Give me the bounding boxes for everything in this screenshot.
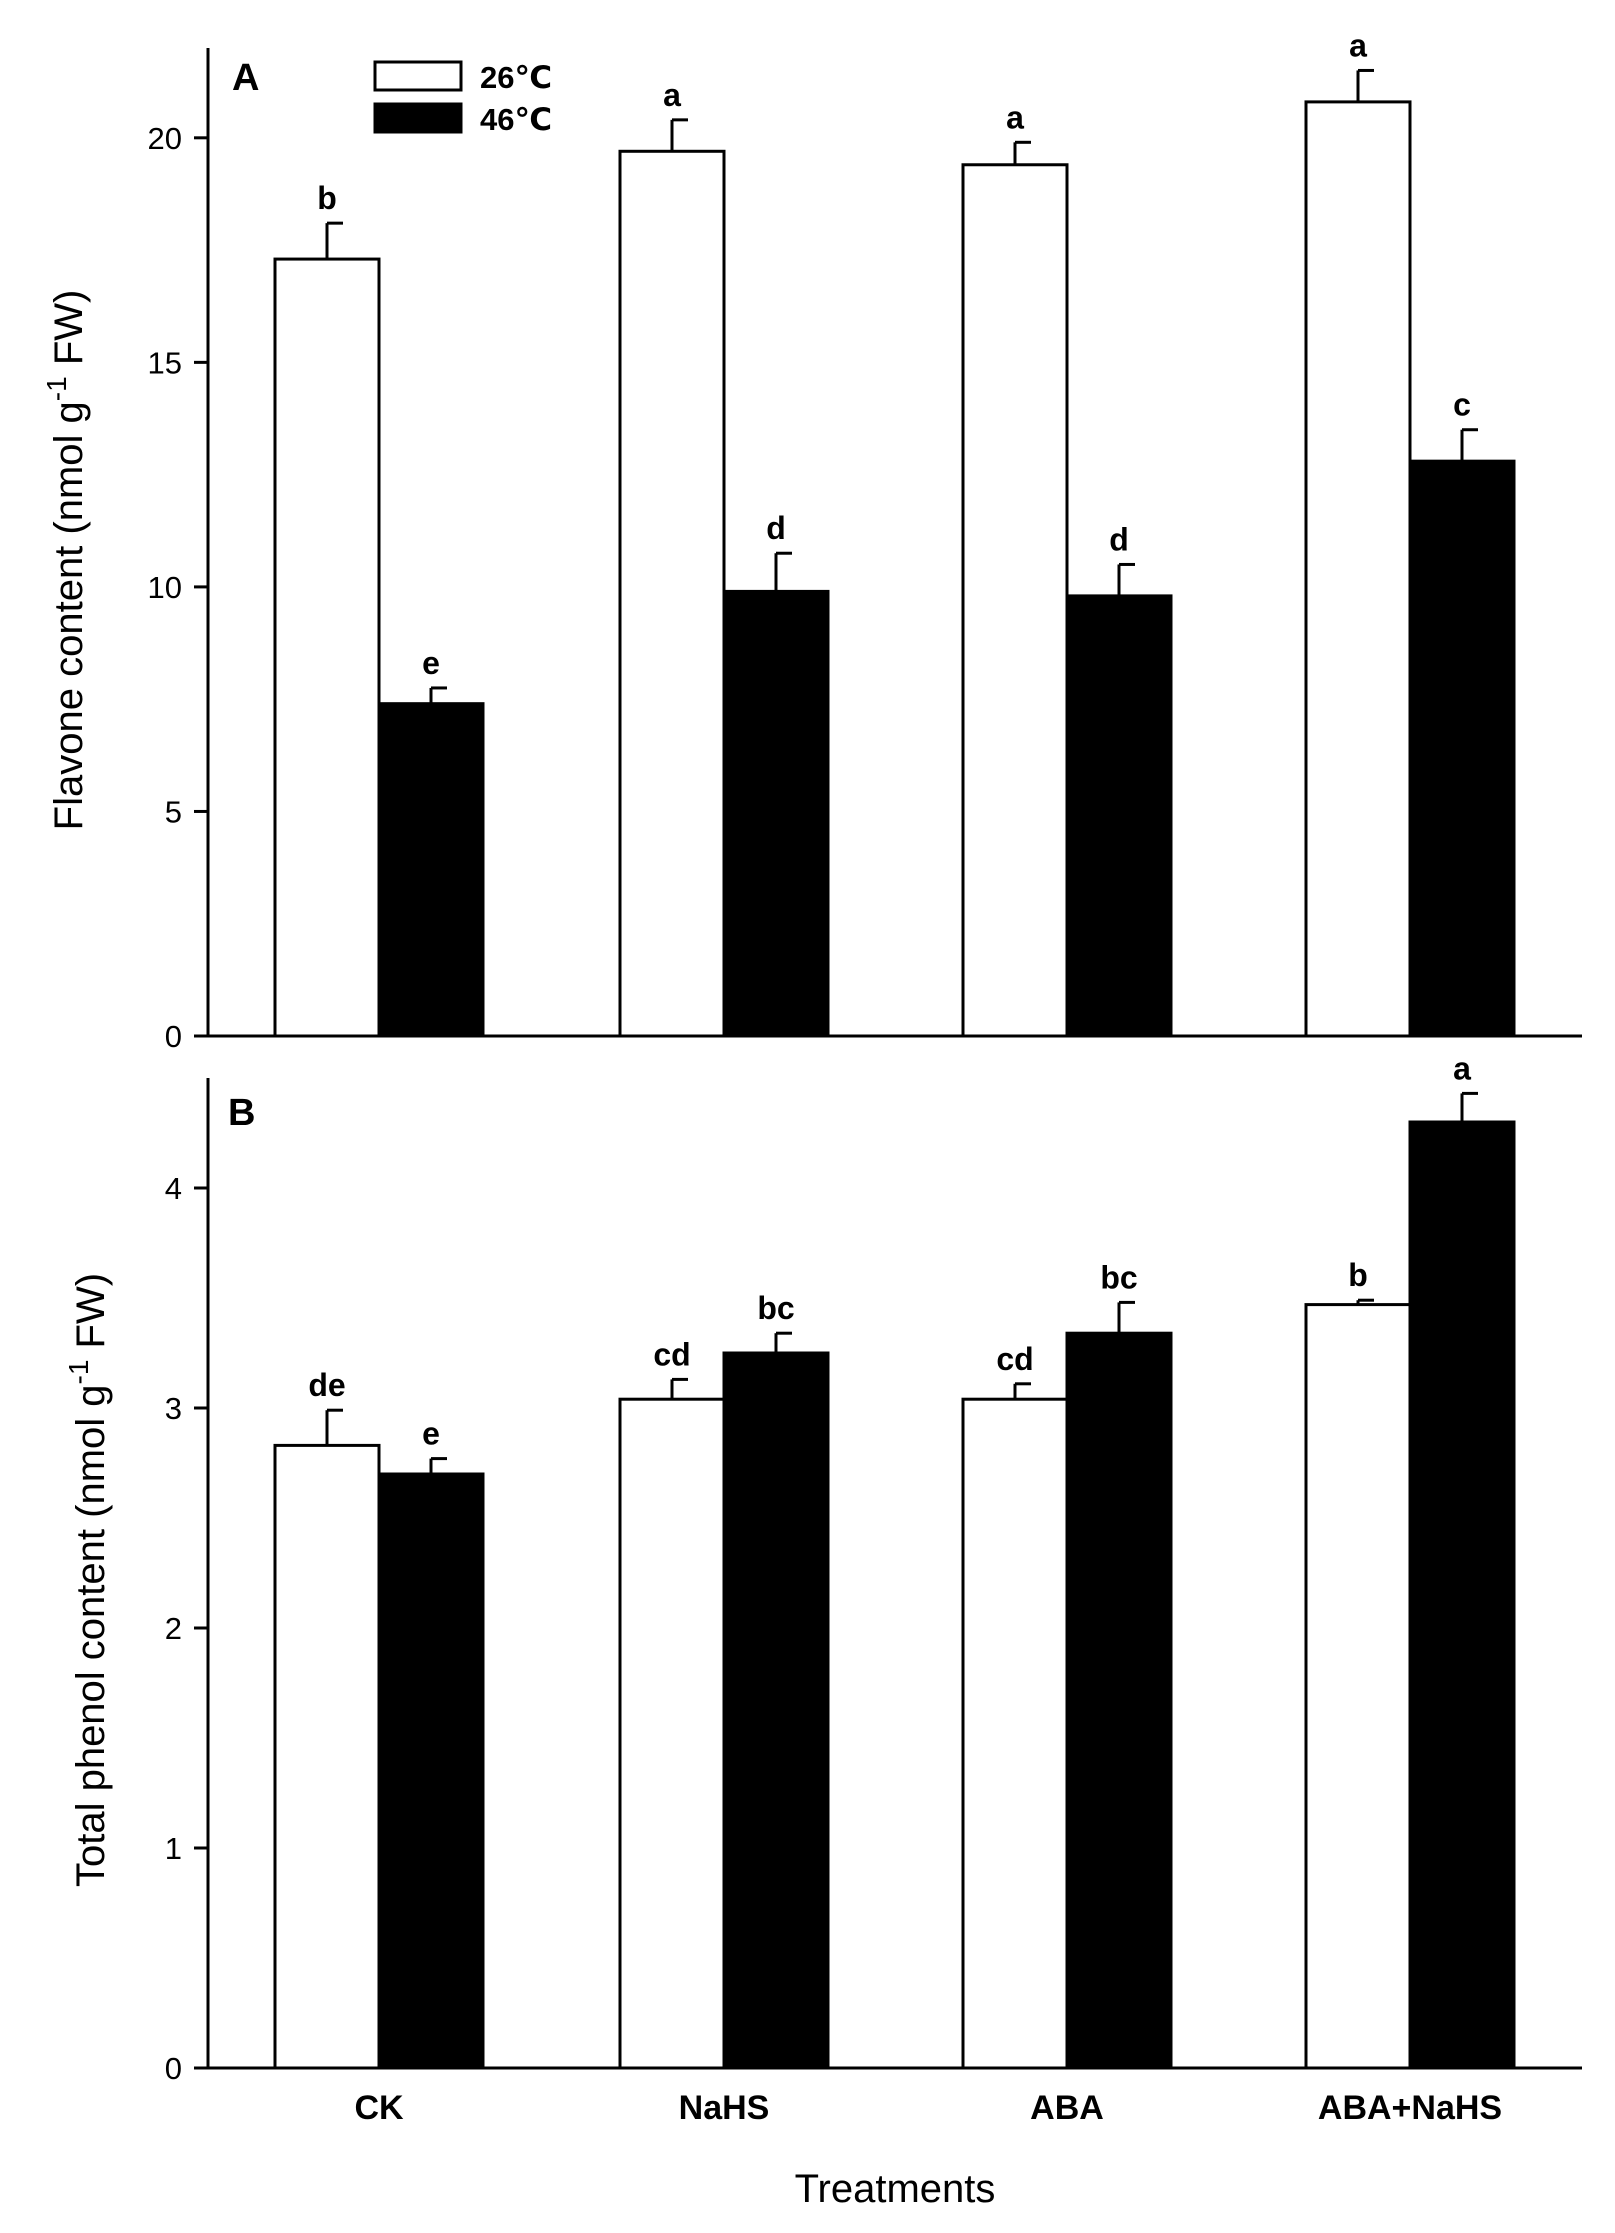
panel-b-bar-46c xyxy=(377,1472,485,2070)
panel-a-bar-26c xyxy=(273,257,381,1038)
panel-a-significance-letter: c xyxy=(1453,387,1471,423)
x-category-label: CK xyxy=(354,2089,404,2127)
x-category-labels: CK NaHS ABA ABA+NaHS xyxy=(354,2089,1502,2127)
panel-a-significance-letter: a xyxy=(1006,99,1024,135)
legend-swatch-26c xyxy=(373,60,463,92)
panel-b-label: B xyxy=(228,1092,255,1134)
panel-a-bars: b e a d a d a c xyxy=(273,27,1516,1038)
panel-a-bar-26c xyxy=(1304,100,1412,1038)
panel-b-y-tick-label: 0 xyxy=(165,2051,182,2086)
panel-b-bar-26c xyxy=(1304,1303,1412,2070)
panel-a-bar-46c xyxy=(722,589,830,1038)
panel-a-label: A xyxy=(232,57,259,99)
panel-a-bar-46c xyxy=(377,702,485,1038)
legend-label-46c: 46℃ xyxy=(480,102,552,137)
panel-a-bar-46c xyxy=(1065,594,1173,1038)
panel-a-significance-letter: d xyxy=(766,510,786,546)
panel-a-significance-letter: e xyxy=(422,645,440,681)
legend-swatch-46c xyxy=(373,102,463,134)
panel-b: B Total phenol content (nmol g-1 FW) 0 1 2… xyxy=(63,1050,1582,2086)
panel-b-bar-46c xyxy=(722,1351,830,2070)
panel-a-bar-26c xyxy=(961,163,1069,1038)
panel-a-bar-46c xyxy=(1408,459,1516,1038)
panel-a-y-tick-label: 0 xyxy=(165,1019,182,1054)
panel-a-significance-letter: d xyxy=(1109,521,1129,557)
panel-a-y-tick-label: 15 xyxy=(148,345,182,380)
panel-a-y-tick-label: 5 xyxy=(165,794,182,829)
x-category-label: ABA+NaHS xyxy=(1318,2089,1502,2127)
x-category-label: NaHS xyxy=(679,2089,770,2127)
panel-b-significance-letter: de xyxy=(308,1367,345,1403)
panel-b-y-tick-label: 2 xyxy=(165,1611,182,1646)
panel-b-significance-letter: b xyxy=(1348,1257,1368,1293)
panel-b-significance-letter: cd xyxy=(653,1336,690,1372)
panel-b-bar-26c xyxy=(273,1443,381,2070)
panel-b-significance-letter: e xyxy=(422,1416,440,1452)
panel-b-significance-letter: bc xyxy=(757,1290,794,1326)
panel-a-significance-letter: a xyxy=(663,77,681,113)
panel-a-y-tick-label: 10 xyxy=(148,570,182,605)
panel-b-bars: de e cd bc cd bc b a xyxy=(273,1050,1516,2070)
panel-b-y-ticks: 0 1 2 3 4 xyxy=(165,1171,208,2086)
panel-b-y-tick-label: 4 xyxy=(165,1171,182,1206)
panel-b-bar-26c xyxy=(618,1397,726,2070)
panel-a-significance-letter: a xyxy=(1349,27,1367,63)
panel-b-bar-46c xyxy=(1408,1120,1516,2070)
panel-b-bar-26c xyxy=(961,1397,1069,2070)
panel-a: A Flavone content (nmol g-1 FW) 0 5 10 15 20… xyxy=(41,27,1582,1054)
legend: 26℃ 46℃ xyxy=(373,60,552,137)
panel-b-significance-letter: a xyxy=(1453,1050,1471,1086)
panel-b-significance-letter: cd xyxy=(996,1341,1033,1377)
panel-b-y-tick-label: 3 xyxy=(165,1391,182,1426)
panel-b-y-tick-label: 1 xyxy=(165,1831,182,1866)
panel-a-bar-26c xyxy=(618,149,726,1038)
panel-b-bar-46c xyxy=(1065,1331,1173,2070)
panel-a-y-axis-title: Flavone content (nmol g-1 FW) xyxy=(41,290,91,831)
panel-a-y-ticks: 0 5 10 15 20 xyxy=(148,121,208,1054)
legend-label-26c: 26℃ xyxy=(480,60,552,95)
x-category-label: ABA xyxy=(1030,2089,1104,2127)
panel-b-y-axis-title: Total phenol content (nmol g-1 FW) xyxy=(63,1273,113,1887)
x-axis-title: Treatments xyxy=(795,2167,996,2211)
panel-b-significance-letter: bc xyxy=(1100,1259,1137,1295)
panel-a-significance-letter: b xyxy=(317,180,337,216)
panel-a-y-tick-label: 20 xyxy=(148,121,182,156)
